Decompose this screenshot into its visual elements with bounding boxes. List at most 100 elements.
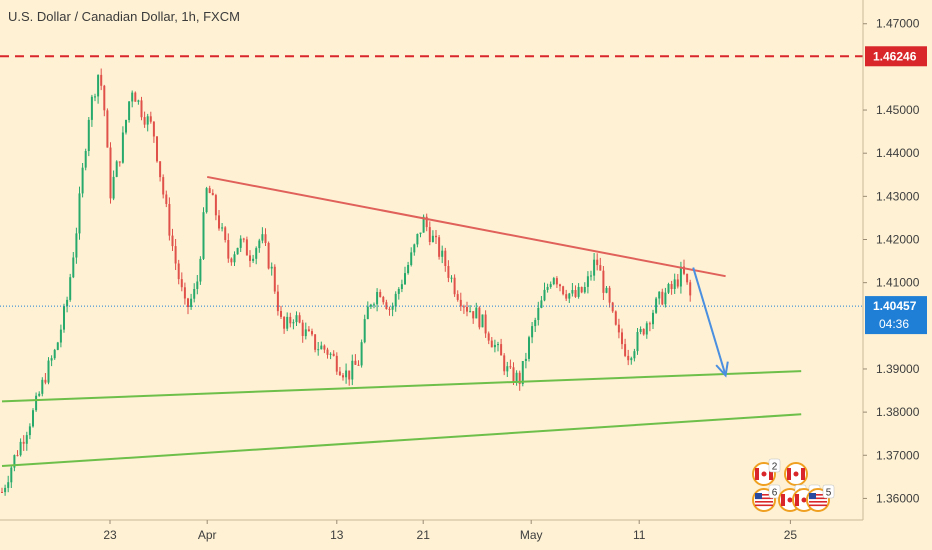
candle-up (431, 235, 434, 242)
candle-down (156, 136, 158, 162)
badge-count-box (768, 484, 781, 499)
candle-down (100, 74, 103, 86)
flag-band (769, 468, 773, 480)
candle-down (174, 246, 177, 264)
candle-down (385, 302, 388, 309)
candle-down (187, 298, 189, 307)
event-badges: 26365 (752, 458, 835, 512)
candle-up (81, 167, 84, 194)
candle-down (562, 286, 565, 295)
candle-down (642, 329, 645, 335)
candle-up (84, 151, 87, 168)
candle-up (422, 216, 425, 233)
candle-down (224, 227, 227, 240)
candle-down (459, 299, 462, 307)
projection-arrow (692, 267, 727, 376)
candles-layer (1, 68, 692, 496)
badge-count-box (822, 484, 835, 499)
candle-down (249, 255, 251, 261)
candle-up (363, 319, 366, 343)
candle-up (236, 247, 239, 255)
candle-up (416, 234, 419, 245)
candle-down (307, 329, 310, 332)
upper-support-trendline (1, 370, 802, 403)
candle-up (131, 92, 134, 102)
y-tick-label: 1.41000 (876, 276, 920, 290)
candle-up (47, 360, 50, 383)
candle-up (450, 277, 453, 279)
badge-count: 2 (772, 462, 778, 473)
candle-down (283, 317, 286, 329)
candle-down (230, 258, 233, 263)
candle-up (583, 287, 586, 293)
candle-down (466, 307, 468, 312)
candle-up (146, 116, 149, 125)
candle-down (686, 273, 689, 283)
candle-up (304, 329, 307, 337)
candle-down (627, 355, 630, 361)
candle-down (614, 311, 617, 325)
candle-down (602, 270, 605, 293)
candle-up (376, 292, 379, 305)
candle-up (586, 276, 589, 287)
candle-up (7, 482, 10, 488)
candle-up (38, 393, 41, 396)
candle-down (382, 297, 385, 303)
candle-up (75, 233, 78, 258)
candle-down (621, 332, 623, 345)
candle-up (400, 284, 403, 289)
candle-up (112, 176, 115, 199)
candle-down (177, 263, 180, 280)
candle-down (490, 340, 493, 348)
candle-up (441, 250, 444, 257)
candle-down (484, 314, 487, 334)
candle-up (59, 329, 62, 343)
x-tick-label: May (520, 528, 543, 542)
candle-up (50, 358, 53, 361)
candle-up (205, 188, 208, 213)
candle-down (183, 287, 186, 299)
candle-up (345, 370, 348, 378)
flag-stripe (755, 501, 773, 503)
candle-down (103, 85, 106, 111)
candle-up (28, 426, 31, 436)
candle-up (239, 238, 242, 248)
candle-down (109, 147, 112, 199)
candle-up (199, 258, 202, 282)
candle-up (121, 132, 124, 163)
candle-down (311, 331, 313, 335)
y-tick-label: 1.44000 (876, 146, 920, 160)
candle-down (218, 215, 220, 229)
candle-up (667, 284, 670, 293)
candle-down (134, 92, 137, 102)
candle-up (4, 487, 7, 493)
candle-down (447, 266, 450, 278)
candle-down (301, 322, 304, 336)
candle-down (444, 250, 447, 266)
candle-down (425, 216, 428, 228)
candle-down (428, 227, 431, 242)
candle-down (106, 110, 109, 148)
candle-up (639, 329, 642, 332)
arrow-head (715, 361, 729, 378)
candle-down (332, 353, 335, 356)
y-tick-label: 1.42000 (876, 233, 920, 247)
candle-up (528, 337, 530, 359)
candle-up (329, 353, 332, 355)
candle-up (394, 293, 397, 307)
candle-down (1, 492, 3, 493)
candle-down (512, 367, 515, 383)
candle-up (658, 291, 661, 299)
candle-up (552, 278, 555, 285)
candle-down (273, 266, 276, 292)
candle-up (25, 435, 28, 444)
candle-up (391, 306, 394, 310)
flag-band (787, 468, 791, 480)
candle-down (565, 294, 568, 299)
candle-up (497, 344, 499, 346)
y-tick-label: 1.43000 (876, 189, 920, 203)
candle-up (534, 320, 537, 327)
candle-up (258, 240, 261, 249)
candle-down (574, 290, 577, 297)
